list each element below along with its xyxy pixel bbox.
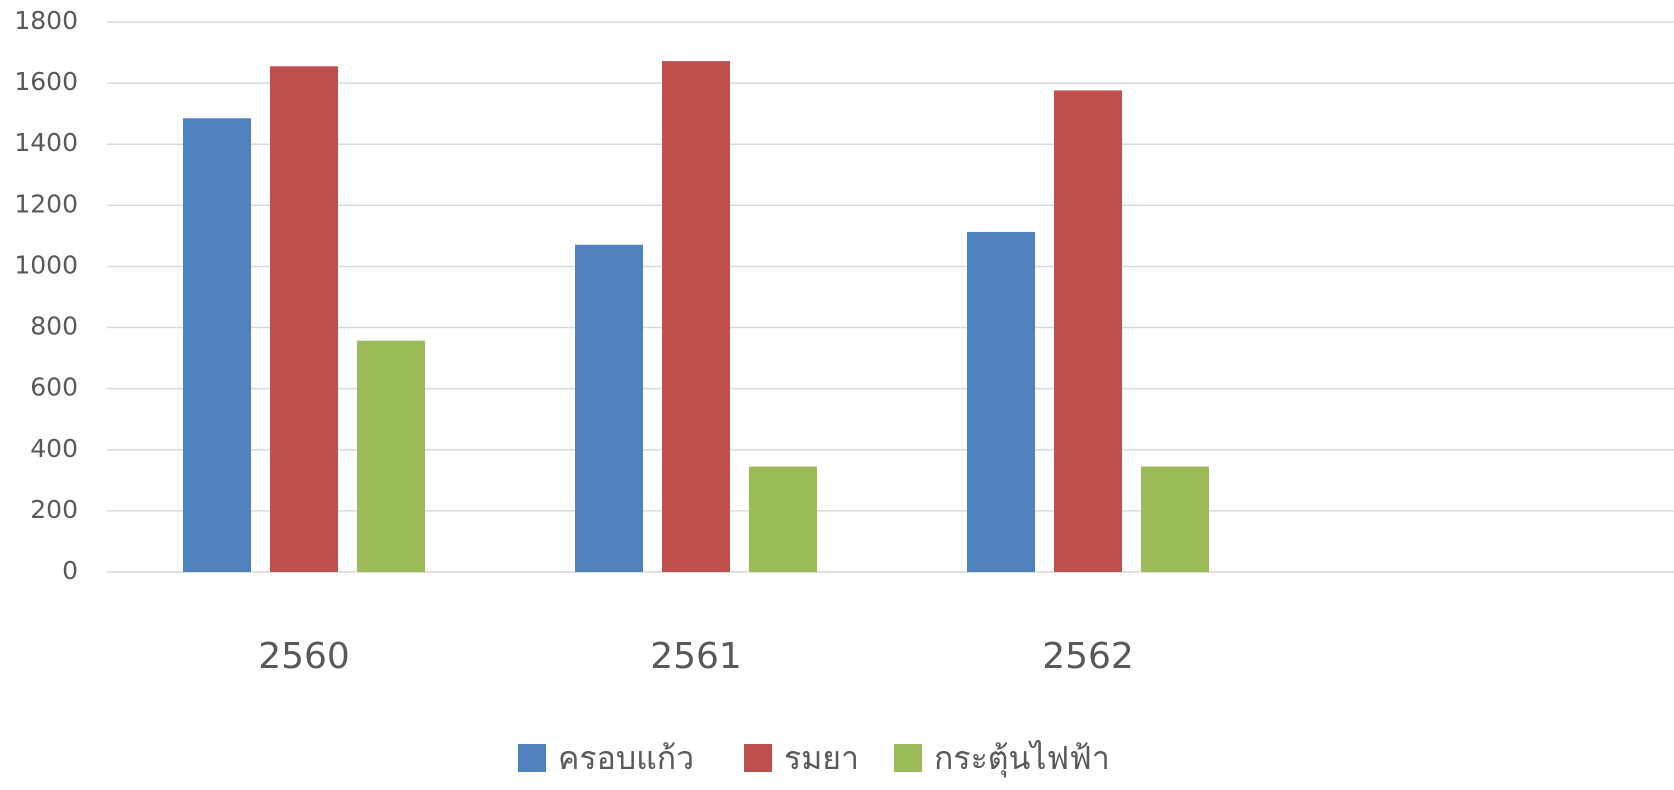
legend-label: รมยา <box>784 739 859 777</box>
x-tick-label: 2560 <box>258 636 350 677</box>
bar <box>270 66 338 573</box>
bar <box>749 466 817 572</box>
y-tick-label: 0 <box>62 556 78 585</box>
y-tick-label: 1600 <box>14 67 78 96</box>
bar <box>183 118 251 572</box>
bar <box>662 61 730 572</box>
y-tick-label: 1000 <box>14 250 78 279</box>
y-tick-label: 200 <box>30 495 78 524</box>
y-tick-label: 600 <box>30 373 78 402</box>
bar <box>575 244 643 572</box>
y-tick-label: 1800 <box>14 6 78 35</box>
legend-label: ครอบแก้ว <box>558 739 694 777</box>
y-tick-label: 400 <box>30 434 78 463</box>
legend-swatch <box>518 744 546 772</box>
y-tick-label: 1400 <box>14 128 78 157</box>
bar <box>1141 466 1209 572</box>
y-tick-label: 1200 <box>14 189 78 218</box>
bar <box>967 231 1035 572</box>
bar <box>1054 90 1122 572</box>
y-tick-label: 800 <box>30 312 78 341</box>
legend-swatch <box>744 744 772 772</box>
legend-label: กระตุ้นไฟฟ้า <box>934 739 1110 778</box>
legend-swatch <box>894 744 922 772</box>
bar <box>357 340 425 572</box>
x-tick-label: 2561 <box>650 636 742 677</box>
x-tick-label: 2562 <box>1042 636 1134 677</box>
